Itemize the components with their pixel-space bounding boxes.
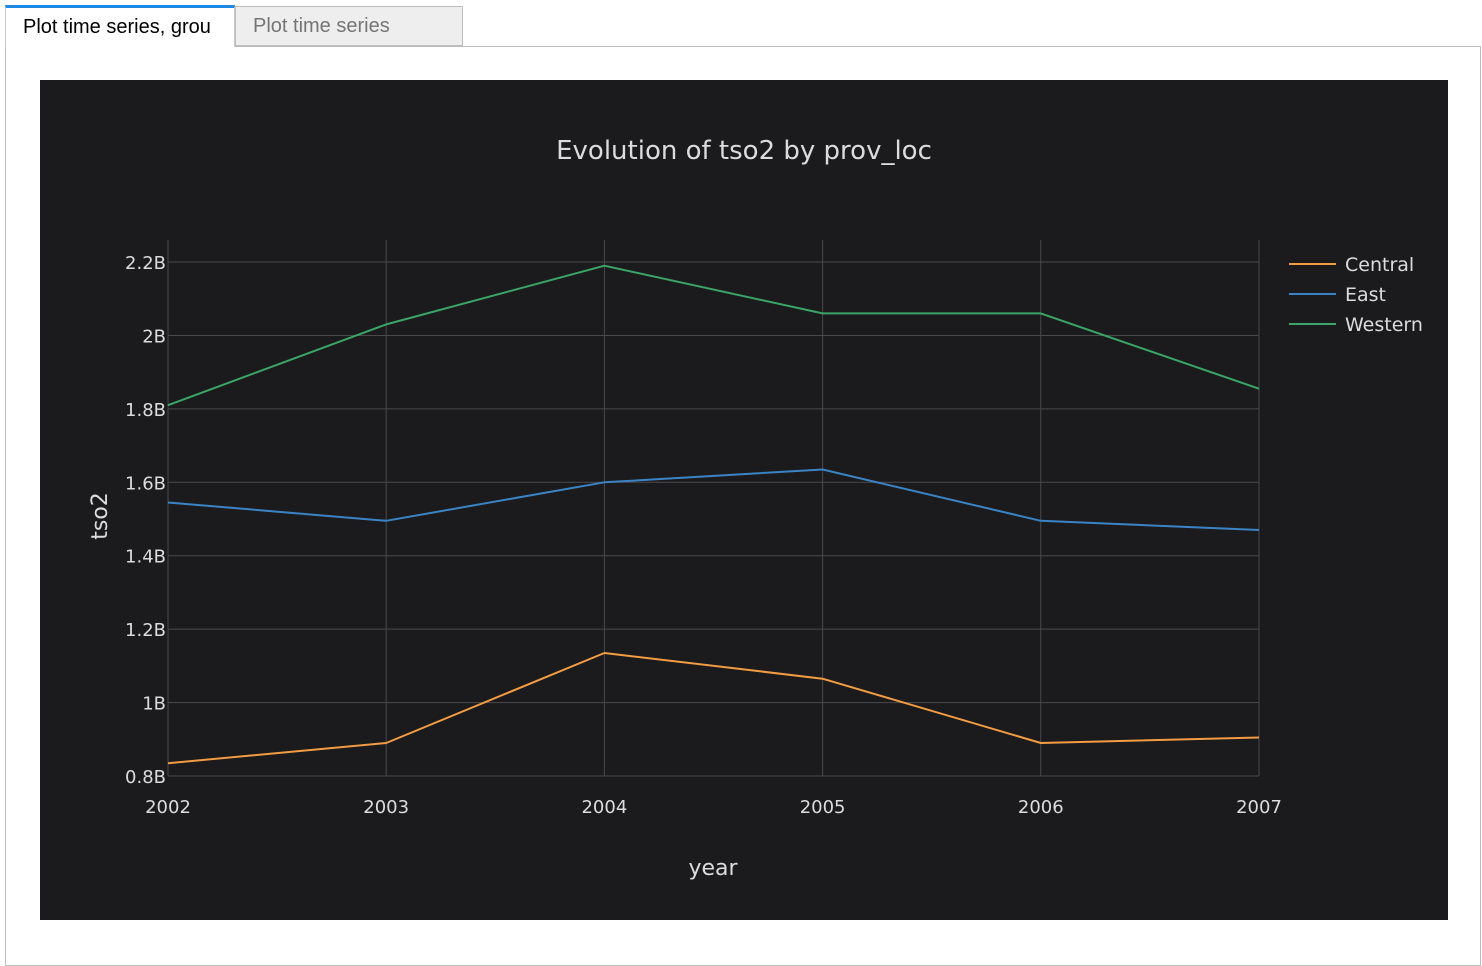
y-tick-label: 2B	[142, 326, 166, 347]
legend-label: Western	[1345, 314, 1423, 336]
chart-container: Evolution of tso2 by prov_loc 0.8B 1B 1.2B…	[40, 80, 1448, 920]
y-gridlines	[168, 261, 1259, 777]
y-tick-labels: 0.8B 1B 1.2B 1.4B 1.6B 1.8B 2B 2.2B	[125, 253, 166, 788]
y-tick-label: 2.2B	[125, 253, 166, 274]
x-tick-label: 2003	[363, 797, 409, 818]
y-tick-label: 1.8B	[125, 400, 166, 421]
y-tick-label: 0.8B	[125, 767, 166, 788]
line-chart: Evolution of tso2 by prov_loc 0.8B 1B 1.2B…	[88, 136, 1423, 881]
chart-title: Evolution of tso2 by prov_loc	[556, 136, 932, 166]
legend-item-east[interactable]: East	[1289, 284, 1386, 306]
x-tick-label: 2004	[581, 797, 627, 818]
tab-plot-time-series[interactable]: Plot time series	[235, 6, 463, 46]
tab-plot-time-series-grouped[interactable]: Plot time series, grou	[5, 5, 235, 47]
tab-bar: Plot time series, grou Plot time series	[5, 5, 463, 47]
y-tick-label: 1.6B	[125, 473, 166, 494]
x-gridlines	[167, 240, 1260, 776]
legend[interactable]: Central East Western	[1289, 254, 1423, 336]
x-tick-labels: 2002 2003 2004 2005 2006 2007	[145, 797, 1282, 818]
x-tick-label: 2002	[145, 797, 191, 818]
y-tick-label: 1.4B	[125, 547, 166, 568]
y-tick-label: 1.2B	[125, 620, 166, 641]
x-tick-label: 2005	[800, 797, 846, 818]
y-axis-label: tso2	[88, 492, 113, 540]
y-tick-label: 1B	[142, 694, 166, 715]
x-axis-label: year	[688, 856, 738, 881]
series-line-western	[167, 264, 1260, 407]
x-tick-label: 2006	[1018, 797, 1064, 818]
series-line-east	[167, 468, 1260, 531]
series-lines	[167, 264, 1260, 765]
legend-item-western[interactable]: Western	[1289, 314, 1423, 336]
x-tick-label: 2007	[1236, 797, 1282, 818]
legend-label: Central	[1345, 254, 1414, 276]
legend-item-central[interactable]: Central	[1289, 254, 1414, 276]
series-line-central	[167, 652, 1260, 765]
legend-label: East	[1345, 284, 1386, 306]
